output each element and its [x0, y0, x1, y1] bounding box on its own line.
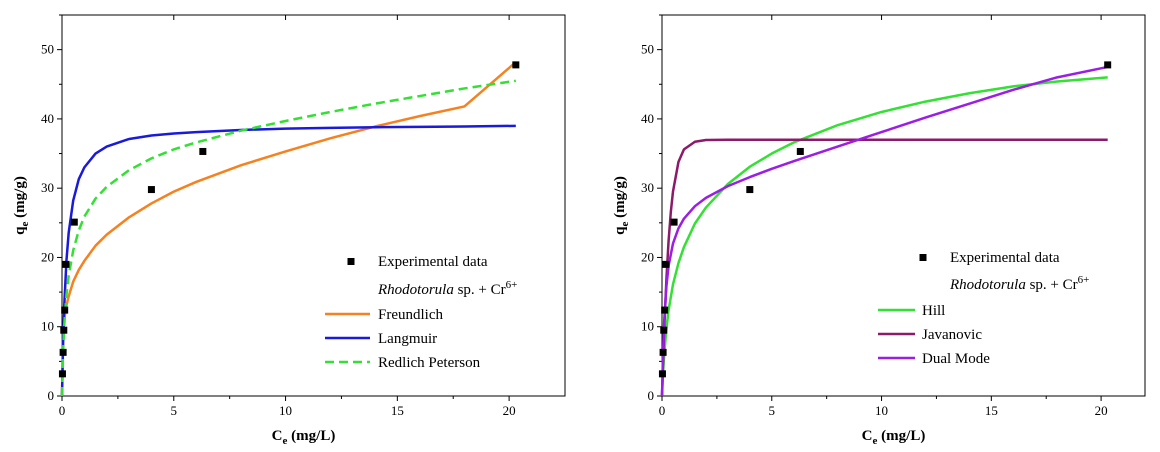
x-axis-title: Ce (mg/L) [272, 428, 336, 447]
series-line-langmuir [60, 124, 516, 397]
legend-label-langmuir: Langmuir [378, 331, 437, 347]
data-point [62, 260, 70, 268]
legend-label-redlich-peterson: Redlich Peterson [378, 355, 481, 371]
legend-label-experimental: Experimental data [950, 250, 1060, 266]
y-tick-label: 30 [641, 180, 654, 195]
data-point [746, 186, 754, 194]
legend-label-dual-mode: Dual Mode [922, 351, 990, 367]
y-tick-label: 50 [641, 42, 654, 57]
x-tick-label: 0 [59, 403, 66, 418]
legend-marker-experimental [919, 254, 927, 261]
data-point [658, 370, 666, 378]
y-tick-label: 40 [641, 111, 654, 126]
legend: Experimental data Rhodotorula sp. + Cr6+ F… [325, 254, 517, 371]
legend-marker-experimental [347, 258, 355, 265]
y-tick-label: 50 [41, 42, 54, 57]
data-point [60, 326, 68, 334]
data-point [662, 260, 670, 268]
x-tick-label: 20 [503, 403, 516, 418]
plot-frame [661, 14, 1146, 397]
y-tick-label: 40 [41, 111, 54, 126]
x-tick-label: 10 [875, 403, 888, 418]
data-point [147, 186, 155, 194]
legend-label-javanovic: Javanovic [922, 327, 982, 343]
legend-label-hill: Hill [922, 303, 945, 319]
x-tick-label: 15 [985, 403, 998, 418]
series-line-dual-mode [660, 65, 1108, 397]
data-point [661, 306, 669, 314]
x-tick-label: 0 [659, 403, 666, 418]
data-point [59, 348, 67, 356]
y-axis-title: qe (mg/g) [612, 176, 631, 235]
legend: Experimental data Rhodotorula sp. + Cr6+H… [878, 250, 1089, 367]
y-tick-label: 0 [648, 388, 655, 403]
data-point [659, 348, 667, 356]
chart-1: 0 5 10 15 20 0 10 20 30 40 50 Ce (mg/L) qe (mg/g) Exp… [12, 14, 566, 447]
data-point [199, 147, 207, 155]
x-tick-label: 5 [769, 403, 776, 418]
y-tick-label: 0 [48, 388, 55, 403]
series-line-freundlich [60, 61, 517, 397]
y-tick-label: 20 [641, 249, 654, 264]
data-point [70, 218, 78, 226]
x-tick-label: 10 [279, 403, 292, 418]
legend-annotation: Rhodotorula sp. + Cr6+ [949, 274, 1089, 293]
series-line-hill [660, 76, 1108, 397]
data-point [796, 147, 804, 155]
y-tick-label: 10 [41, 319, 54, 334]
x-axis-title: Ce (mg/L) [862, 428, 926, 447]
y-tick-label: 10 [641, 319, 654, 334]
legend-label-freundlich: Freundlich [378, 307, 443, 323]
legend-label-experimental: Experimental data [378, 254, 488, 270]
x-tick-label: 5 [171, 403, 178, 418]
data-point [660, 326, 668, 334]
chart-2: 0 5 10 15 20 0 10 20 30 40 50 Ce (mg/L) qe (mg/g) Exp… [612, 14, 1146, 447]
y-tick-label: 30 [41, 180, 54, 195]
data-point [670, 218, 678, 226]
y-tick-label: 20 [41, 249, 54, 264]
y-axis-title: qe (mg/g) [12, 176, 31, 235]
plot-frame [61, 14, 566, 397]
x-tick-label: 15 [391, 403, 404, 418]
data-point [512, 61, 520, 69]
legend-annotation: Rhodotorula sp. + Cr6+ [377, 279, 517, 298]
data-point [58, 370, 66, 378]
data-point [1104, 61, 1112, 69]
x-tick-label: 20 [1095, 403, 1108, 418]
data-point [61, 306, 69, 314]
